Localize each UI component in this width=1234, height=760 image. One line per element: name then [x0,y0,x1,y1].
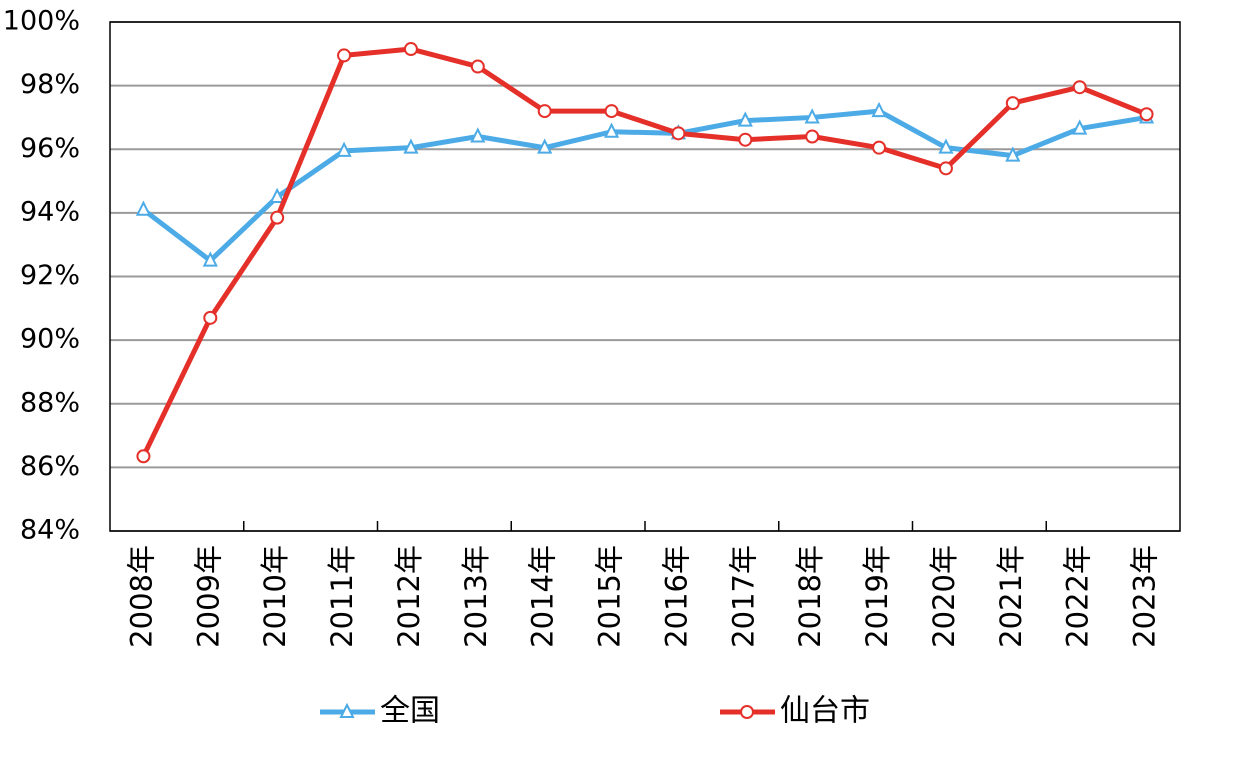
y-tick-label: 90% [20,324,80,355]
y-tick-label: 98% [20,69,80,100]
x-tick-label: 2015年 [593,545,627,648]
point [1072,80,1087,95]
point [603,122,620,138]
point [872,140,887,155]
point [805,129,820,144]
x-tick-label: 2022年 [1061,545,1095,648]
legend-label: 全国 [380,694,440,729]
y-tick-label: 96% [20,133,80,164]
x-tick-label: 2019年 [860,545,894,648]
point [337,48,352,63]
point [737,111,753,127]
point [604,104,619,119]
point [1139,107,1154,122]
series-line [141,108,1147,264]
point [470,59,485,74]
point [336,141,352,157]
series-line [141,46,1148,458]
x-tick-label: 2021年 [994,545,1028,648]
y-tick-label: 86% [20,451,80,482]
y-tick-label: 100% [3,6,80,37]
legend-label: 仙台市 [780,694,870,729]
y-tick-label: 88% [20,387,80,418]
point [738,132,753,147]
y-tick-label: 84% [20,515,80,546]
point [136,449,151,464]
legend-marker [339,702,355,718]
point [1005,96,1020,111]
point [537,104,552,119]
point [135,200,152,216]
point [403,42,418,57]
x-tick-label: 2014年 [526,545,560,648]
point [1072,119,1088,135]
point [203,310,218,325]
point [871,101,887,118]
x-tick-label: 2011年 [325,545,359,648]
point [270,210,285,225]
y-tick-label: 94% [20,196,80,227]
x-tick-label: 2008年 [124,545,158,648]
point [804,108,820,124]
x-tick-label: 2018年 [793,545,827,648]
point [1005,146,1021,162]
x-tick-label: 2016年 [659,545,693,648]
x-tick-label: 2013年 [459,545,493,648]
point [403,138,419,154]
point [202,251,218,267]
point [537,138,553,154]
point [938,138,954,154]
x-tick-label: 2012年 [392,545,426,648]
x-tick-label: 2010年 [258,545,292,648]
x-tick-label: 2017年 [726,545,760,648]
x-tick-label: 2020年 [927,545,961,648]
legend-marker [740,705,754,719]
point [470,127,486,143]
point [938,161,953,176]
x-tick-label: 2023年 [1128,545,1162,648]
x-tick-label: 2009年 [191,545,225,648]
point [671,126,686,141]
y-tick-label: 92% [20,260,80,291]
point [269,187,285,203]
